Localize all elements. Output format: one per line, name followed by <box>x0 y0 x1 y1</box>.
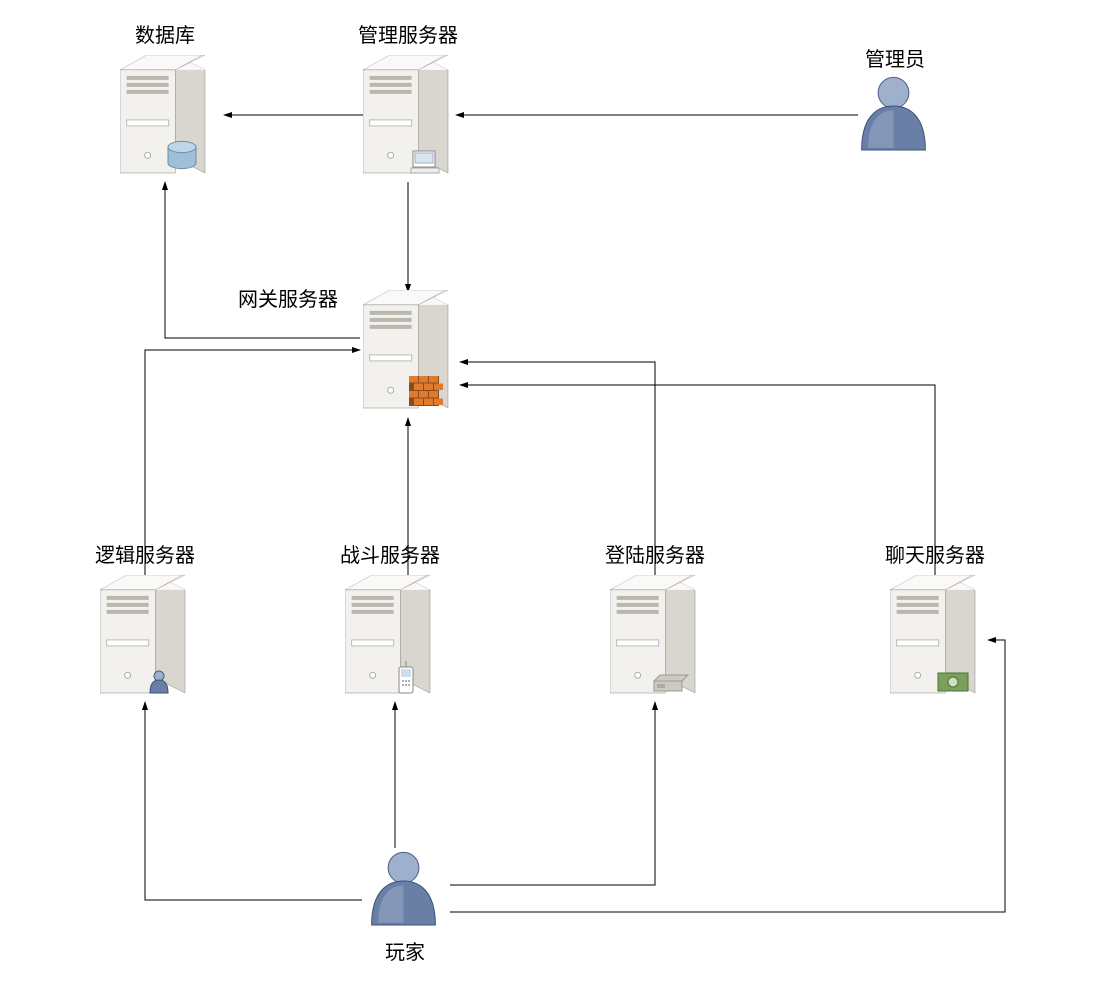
label-gateway: 网关服务器 <box>228 283 348 312</box>
label-battle-server: 战斗服务器 <box>330 539 450 568</box>
label-mgmt-server: 管理服务器 <box>348 19 468 48</box>
label-logic-server: 逻辑服务器 <box>85 539 205 568</box>
label-chat-server: 聊天服务器 <box>875 539 995 568</box>
diagram-canvas: 数据库 管理服务器 管理员 <box>0 0 1101 1001</box>
label-player: 玩家 <box>345 936 465 965</box>
edge-10 <box>450 702 655 885</box>
label-admin: 管理员 <box>835 43 955 72</box>
label-database: 数据库 <box>105 19 225 48</box>
label-login-server: 登陆服务器 <box>595 539 715 568</box>
edge-8 <box>145 702 362 900</box>
edge-3 <box>165 182 360 338</box>
